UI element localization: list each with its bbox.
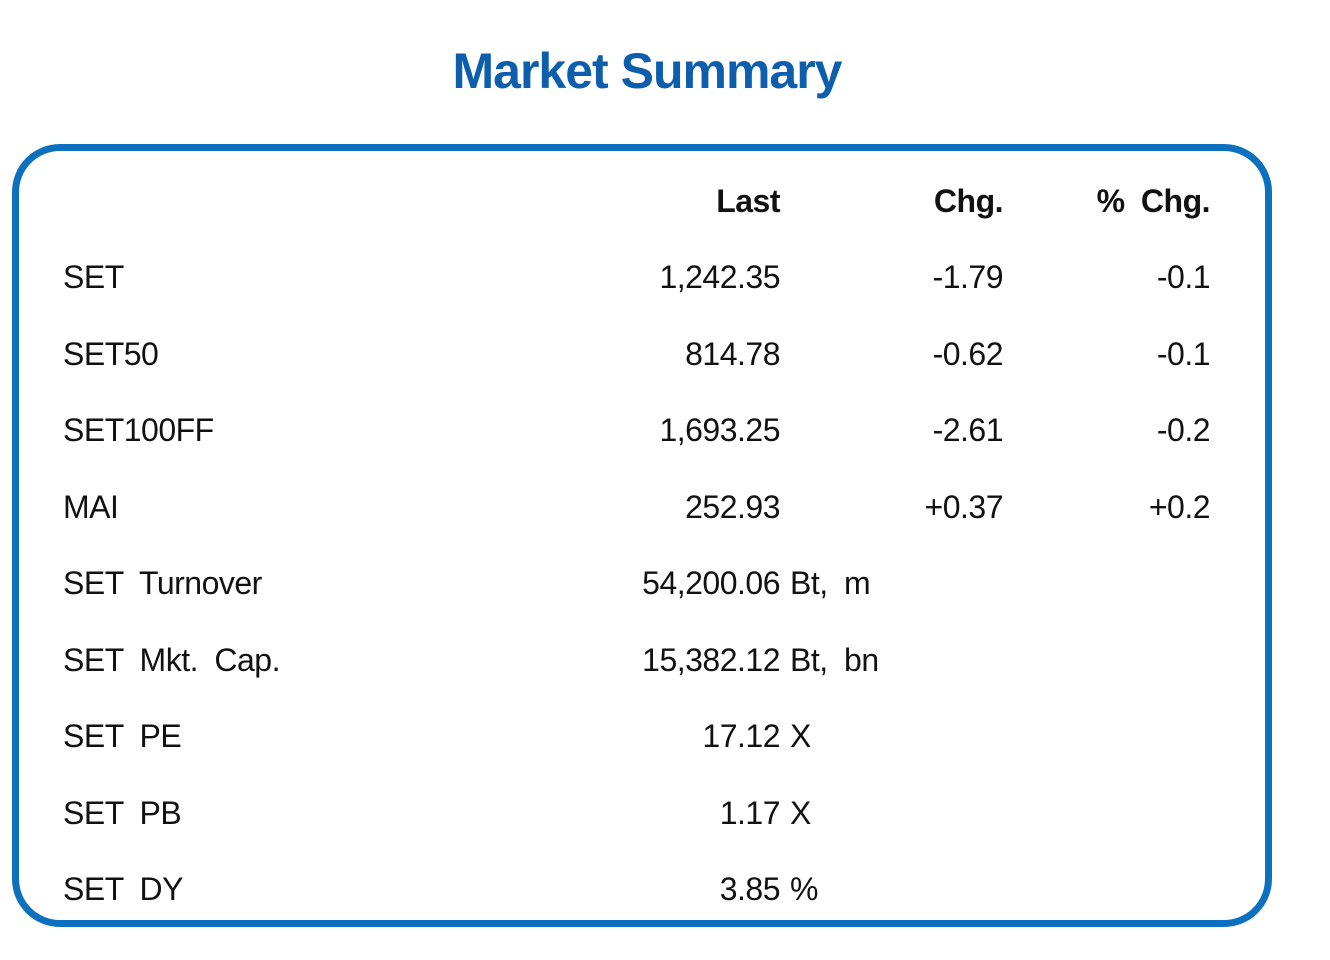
row-label: SET DY xyxy=(63,871,184,908)
row-unit: Bt, bn xyxy=(790,641,879,678)
row-chg-value: -1.79 xyxy=(932,259,1004,296)
market-summary-card: Last Chg. % Chg. SET 1,242.35 -1.79 -0.1… xyxy=(12,144,1272,927)
row-last-value: 1.17 xyxy=(719,794,781,831)
table-row-set-pe: SET PE 17.12 X xyxy=(63,699,1210,776)
row-label: MAI xyxy=(63,488,119,525)
table-row-set100ff: SET100FF 1,693.25 -2.61 -0.2 xyxy=(63,393,1211,470)
table-row-mai: MAI 252.93 +0.37 +0.2 xyxy=(63,469,1211,546)
row-last-value: 54,200.06 xyxy=(642,565,780,602)
row-last-value: 15,382.12 xyxy=(642,641,780,678)
table-row-set-dy: SET DY 3.85 % xyxy=(63,852,1210,921)
row-pct-chg-value: +0.2 xyxy=(1148,488,1211,525)
row-chg-value: +0.37 xyxy=(924,488,1004,525)
row-last-value: 3.85 xyxy=(719,871,781,908)
header-chg: Chg. xyxy=(933,182,1004,219)
row-pct-chg-value: -0.1 xyxy=(1156,335,1211,372)
row-last-value: 17.12 xyxy=(702,718,780,755)
row-unit: Bt, m xyxy=(790,565,871,602)
row-unit: % xyxy=(790,871,818,908)
table-row-set-turnover: SET Turnover 54,200.06 Bt, m xyxy=(63,546,1210,623)
row-unit: X xyxy=(790,794,811,831)
row-pct-chg-value: -0.1 xyxy=(1156,259,1211,296)
row-last-value: 1,693.25 xyxy=(659,412,780,449)
row-unit: X xyxy=(790,718,811,755)
header-pct-chg: % Chg. xyxy=(1096,182,1211,219)
row-label: SET50 xyxy=(63,335,159,372)
row-label: SET Turnover xyxy=(63,565,262,602)
row-label: SET PE xyxy=(63,718,182,755)
row-last-value: 1,242.35 xyxy=(659,259,780,296)
page-title: Market Summary xyxy=(452,43,843,99)
row-chg-value: -0.62 xyxy=(932,335,1004,372)
row-last-value: 814.78 xyxy=(685,335,780,372)
table-header-row: Last Chg. % Chg. xyxy=(63,163,1210,240)
header-last: Last xyxy=(716,182,780,219)
row-label: SET xyxy=(63,259,124,296)
row-label: SET Mkt. Cap. xyxy=(63,641,280,678)
row-chg-value: -2.61 xyxy=(932,412,1004,449)
row-label: SET PB xyxy=(63,794,182,831)
table-row-set-pb: SET PB 1.17 X xyxy=(63,775,1210,852)
row-last-value: 252.93 xyxy=(685,488,780,525)
row-pct-chg-value: -0.2 xyxy=(1156,412,1211,449)
table-row-set-mkt-cap: SET Mkt. Cap. 15,382.12 Bt, bn xyxy=(63,622,1210,699)
table-row-set50: SET50 814.78 -0.62 -0.1 xyxy=(63,316,1211,393)
row-label: SET100FF xyxy=(63,412,214,449)
table-row-set: SET 1,242.35 -1.79 -0.1 xyxy=(63,240,1211,317)
